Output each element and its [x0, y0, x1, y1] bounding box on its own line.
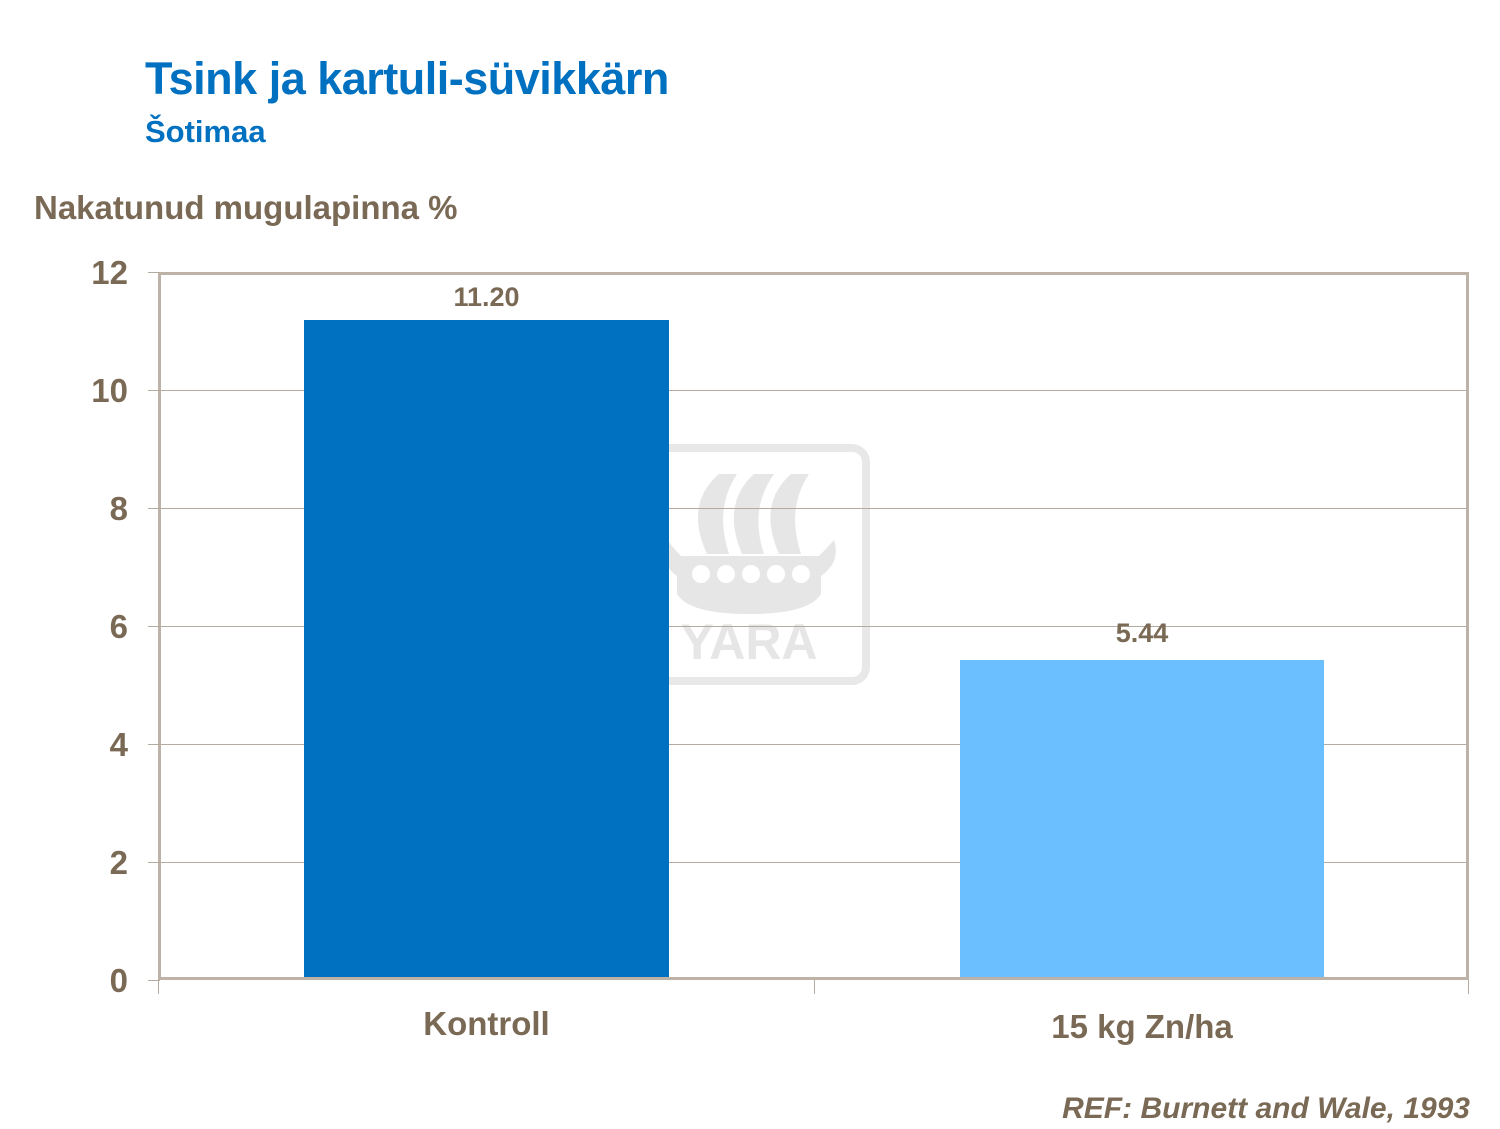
- category-label-kontroll: Kontroll: [423, 1005, 550, 1042]
- reference-note: REF: Burnett and Wale, 1993: [1062, 1092, 1470, 1125]
- y-axis-label: Nakatunud mugulapinna %: [34, 189, 458, 226]
- x-tick: [1468, 980, 1469, 994]
- gridline-4: [158, 744, 1469, 745]
- x-tick: [158, 980, 159, 994]
- x-tick: [814, 980, 815, 994]
- y-tick: [148, 626, 160, 627]
- bar-value-label: 11.20: [453, 282, 520, 312]
- gridline-8: [158, 508, 1469, 509]
- y-tick: [148, 980, 160, 981]
- gridline-6: [158, 626, 1469, 627]
- y-tick: [148, 390, 160, 391]
- y-tick-label: 6: [109, 608, 128, 645]
- bar-value-label: 5.44: [1115, 618, 1169, 648]
- y-tick-label: 12: [91, 254, 128, 291]
- y-tick-label: 10: [91, 372, 128, 409]
- y-tick-label: 8: [109, 490, 128, 527]
- y-tick-label: 2: [109, 844, 128, 881]
- y-tick: [148, 862, 160, 863]
- gridline-10: [158, 390, 1469, 391]
- category-label-15kg-zn: 15 kg Zn/ha: [1051, 1008, 1233, 1045]
- y-tick-label: 0: [109, 962, 128, 999]
- y-tick: [148, 744, 160, 745]
- bar-15kg-zn: [960, 660, 1324, 980]
- y-tick: [148, 272, 160, 273]
- page-title: Tsink ja kartuli-süvikkärn: [145, 53, 669, 104]
- page-subtitle: Šotimaa: [145, 114, 266, 149]
- bar-kontroll: [304, 320, 669, 980]
- gridline-2: [158, 862, 1469, 863]
- y-tick-label: 4: [109, 726, 128, 763]
- y-tick: [148, 508, 160, 509]
